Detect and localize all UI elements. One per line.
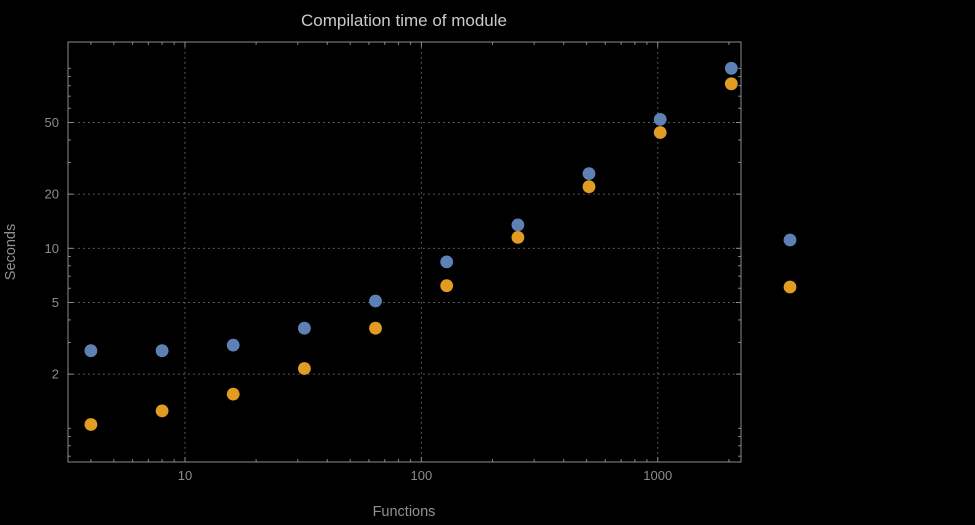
data-point-blue	[298, 321, 311, 335]
data-point-blue	[84, 344, 98, 358]
x-tick-label: 10	[178, 468, 192, 483]
plot-frame	[67, 41, 742, 463]
tick-labels: 10 100 1000 2 5 10 20 50	[45, 115, 673, 483]
data-point-orange	[226, 387, 240, 401]
data-point-orange	[440, 279, 454, 293]
data-point-blue	[582, 167, 596, 181]
x-axis-label: Functions	[373, 504, 436, 520]
data-point-orange	[298, 362, 311, 375]
chart-title: Compilation time of module	[301, 11, 507, 30]
x-tick-label: 100	[411, 468, 433, 483]
data-point-orange	[155, 404, 169, 418]
legend	[783, 233, 797, 294]
y-axis-label: Seconds	[3, 224, 19, 280]
data-point-blue	[440, 255, 454, 269]
y-tick-label: 10	[45, 241, 59, 256]
data-point-blue	[653, 113, 667, 126]
y-tick-label: 2	[52, 367, 59, 382]
y-tick-label: 5	[52, 295, 59, 310]
y-tick-label: 50	[45, 115, 59, 130]
data-point-orange	[724, 77, 738, 91]
data-point-orange	[653, 126, 667, 139]
legend-swatch	[783, 280, 797, 294]
data-point-orange	[369, 321, 382, 335]
data-point-orange	[511, 231, 525, 244]
legend-swatch	[783, 233, 797, 247]
data-points	[84, 61, 738, 431]
data-point-blue	[511, 218, 525, 232]
data-point-blue	[724, 61, 738, 75]
data-point-blue	[155, 344, 169, 358]
data-point-orange	[84, 418, 98, 431]
data-point-orange	[582, 180, 596, 194]
data-point-blue	[226, 338, 240, 352]
y-tick-label: 20	[45, 187, 59, 202]
x-tick-label: 1000	[643, 468, 672, 483]
tick-marks	[68, 42, 741, 462]
data-point-blue	[369, 294, 382, 308]
gridlines	[68, 42, 741, 462]
